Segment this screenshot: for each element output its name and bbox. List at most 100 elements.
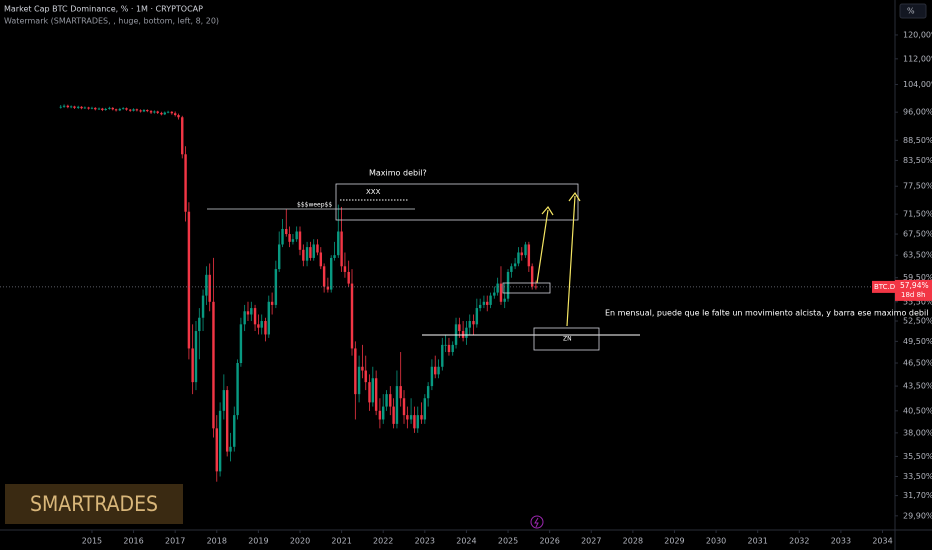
candle-body <box>406 415 409 420</box>
header-title: Market Cap BTC Dominance, % · 1M · CRYPT… <box>4 5 203 14</box>
candle-body <box>184 154 187 212</box>
annotation: Maximo debil? <box>369 169 427 178</box>
annotation: En mensual, puede que le falte un movimi… <box>605 309 928 318</box>
candle-body <box>329 257 333 290</box>
candle-body <box>534 286 538 288</box>
candle-body <box>499 283 503 302</box>
candle-body <box>326 286 330 290</box>
watermark: SMARTRADES <box>30 492 158 516</box>
candle-body <box>208 274 211 302</box>
zone-box <box>533 327 600 351</box>
candle-body <box>337 231 340 256</box>
candle-body <box>225 390 229 452</box>
x-tick-label: 2033 <box>831 537 851 546</box>
candle-body <box>260 321 263 328</box>
candle-body <box>163 112 166 115</box>
candle-body <box>253 308 257 325</box>
candle-body <box>125 108 128 110</box>
candle-body <box>97 108 101 110</box>
x-tick-label: 2029 <box>664 537 684 546</box>
y-tick-label: 88,50% <box>903 136 932 145</box>
scale-button[interactable] <box>899 3 927 19</box>
candle-body <box>187 211 191 349</box>
y-tick-label: 40,50% <box>903 406 932 415</box>
candle-body <box>524 244 527 256</box>
x-tick-label: 2027 <box>581 537 601 546</box>
candle-body <box>277 244 281 270</box>
y-tick-label: 43,50% <box>903 382 932 391</box>
x-tick-label: 2032 <box>789 537 809 546</box>
candle-body <box>80 106 83 109</box>
candle-body <box>239 324 243 364</box>
candle-body <box>295 231 298 240</box>
scale-button-label[interactable]: % <box>907 7 915 16</box>
candle-body <box>218 410 222 472</box>
candle-body <box>527 244 531 267</box>
candle-body <box>264 321 267 335</box>
candle-body <box>191 348 194 383</box>
y-tick-label: 59,50% <box>903 273 932 282</box>
price-tag-name-bg <box>872 280 895 293</box>
header-subtitle: Watermark (SMARTRADES, , huge, bottom, l… <box>4 17 219 26</box>
candle-body <box>194 331 198 383</box>
x-tick-label: 2026 <box>539 537 559 546</box>
candle-body <box>496 283 499 293</box>
small-box <box>502 282 551 294</box>
icon[interactable] <box>530 515 544 529</box>
candle-body <box>250 308 253 315</box>
candle-body <box>493 292 496 296</box>
candle-body <box>437 366 440 375</box>
candle-body <box>374 378 378 411</box>
annotation: $$$weep$$ <box>297 202 332 209</box>
candle-body <box>212 301 215 429</box>
candle-body <box>430 366 434 387</box>
x-tick-label: 2030 <box>706 537 726 546</box>
candle-body <box>312 244 315 258</box>
y-tick-label: 83,50% <box>903 156 932 165</box>
candle-body <box>441 344 444 367</box>
x-tick-label: 2023 <box>415 537 435 546</box>
candle-body <box>392 406 395 424</box>
x-tick-label: 2022 <box>373 537 393 546</box>
candle-body <box>170 111 174 114</box>
candle-body <box>472 321 475 325</box>
candle-body <box>111 107 114 110</box>
candle-body <box>149 111 153 113</box>
candle-body <box>395 386 399 424</box>
candle-body <box>288 234 291 242</box>
candle-body <box>382 406 385 420</box>
y-tick-label: 38,00% <box>903 428 932 437</box>
candle-body <box>73 106 76 108</box>
candle-body <box>104 108 107 111</box>
candle-body <box>517 252 520 264</box>
candle-body <box>229 446 232 452</box>
candle-body <box>458 324 461 332</box>
candle-body <box>90 107 94 109</box>
candle-body <box>222 390 226 411</box>
y-tick-label: 120,00% <box>903 30 932 39</box>
x-tick-label: 2034 <box>872 537 892 546</box>
candle-body <box>77 106 80 108</box>
x-tick-label: 2020 <box>290 537 310 546</box>
candle-body <box>343 266 347 272</box>
candle-body <box>59 106 62 108</box>
candle-body <box>121 108 125 110</box>
candle-body <box>243 311 246 325</box>
candle-body <box>423 398 427 420</box>
candle-body <box>361 366 364 371</box>
icon <box>534 517 539 528</box>
candle-body <box>142 110 146 112</box>
candle-body <box>451 344 454 353</box>
candle-body <box>322 266 326 287</box>
arrow-head <box>541 205 554 216</box>
x-tick-label: 2015 <box>82 537 102 546</box>
candle-body <box>87 107 90 109</box>
candle-body <box>274 269 278 305</box>
candle-body <box>371 378 375 403</box>
x-tick-label: 2016 <box>123 537 143 546</box>
price-tag-name: BTC.D <box>874 283 895 291</box>
candle-body <box>267 301 271 335</box>
x-tick-label: 2024 <box>456 537 476 546</box>
y-tick-label: 63,50% <box>903 251 932 260</box>
